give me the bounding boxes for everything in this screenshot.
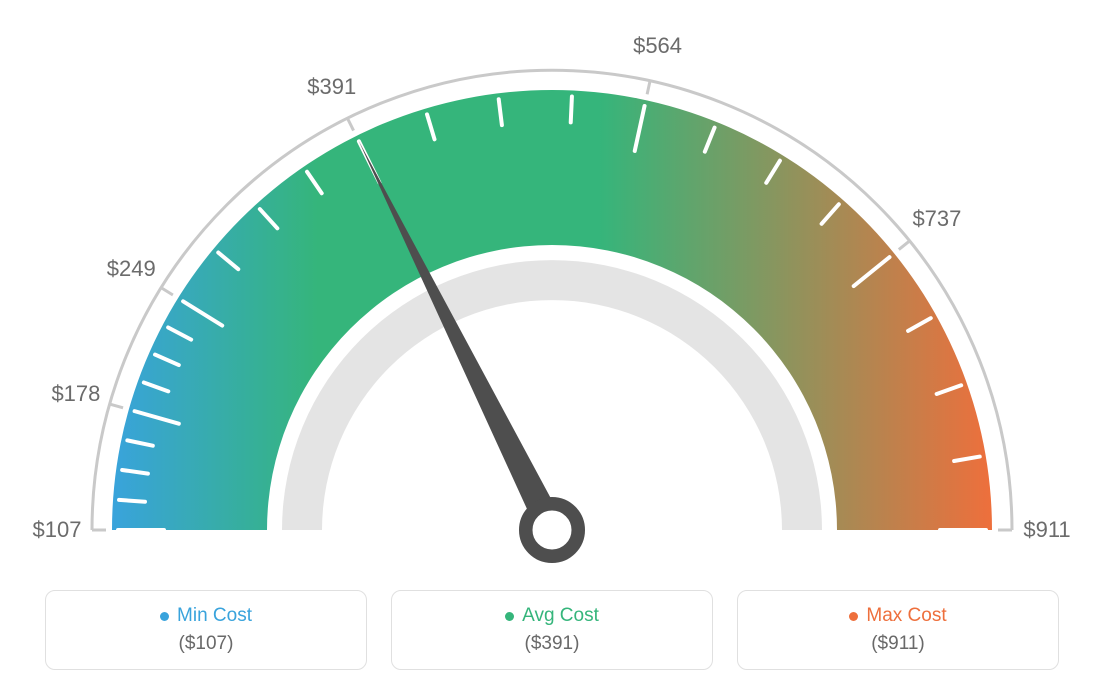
legend-row: Min Cost ($107) Avg Cost ($391) Max Cost…: [0, 590, 1104, 670]
dot-icon: [505, 612, 514, 621]
dot-icon: [849, 612, 858, 621]
dot-icon: [160, 612, 169, 621]
cost-gauge-container: $107 $178 $249 $391 $564 $737 $911 Min Cost ($…: [0, 0, 1104, 690]
legend-max-label: Max Cost: [866, 605, 946, 627]
tick-label: $737: [912, 206, 961, 232]
gauge-chart: [0, 0, 1104, 580]
tick-label: $391: [307, 74, 356, 100]
legend-avg-cost: Avg Cost ($391): [391, 590, 713, 670]
legend-min-label: Min Cost: [177, 605, 252, 627]
tick-label: $178: [51, 381, 100, 407]
legend-max-value: ($911): [871, 633, 925, 655]
legend-min-cost: Min Cost ($107): [45, 590, 367, 670]
legend-max-title: Max Cost: [849, 605, 946, 627]
legend-min-title: Min Cost: [160, 605, 252, 627]
tick-label: $249: [107, 256, 156, 282]
legend-avg-value: ($391): [525, 633, 580, 655]
legend-min-value: ($107): [179, 633, 234, 655]
legend-avg-title: Avg Cost: [505, 605, 599, 627]
legend-avg-label: Avg Cost: [522, 605, 599, 627]
tick-label: $564: [633, 33, 682, 59]
tick-label: $107: [33, 517, 82, 543]
tick-label: $911: [1023, 517, 1070, 543]
legend-max-cost: Max Cost ($911): [737, 590, 1059, 670]
